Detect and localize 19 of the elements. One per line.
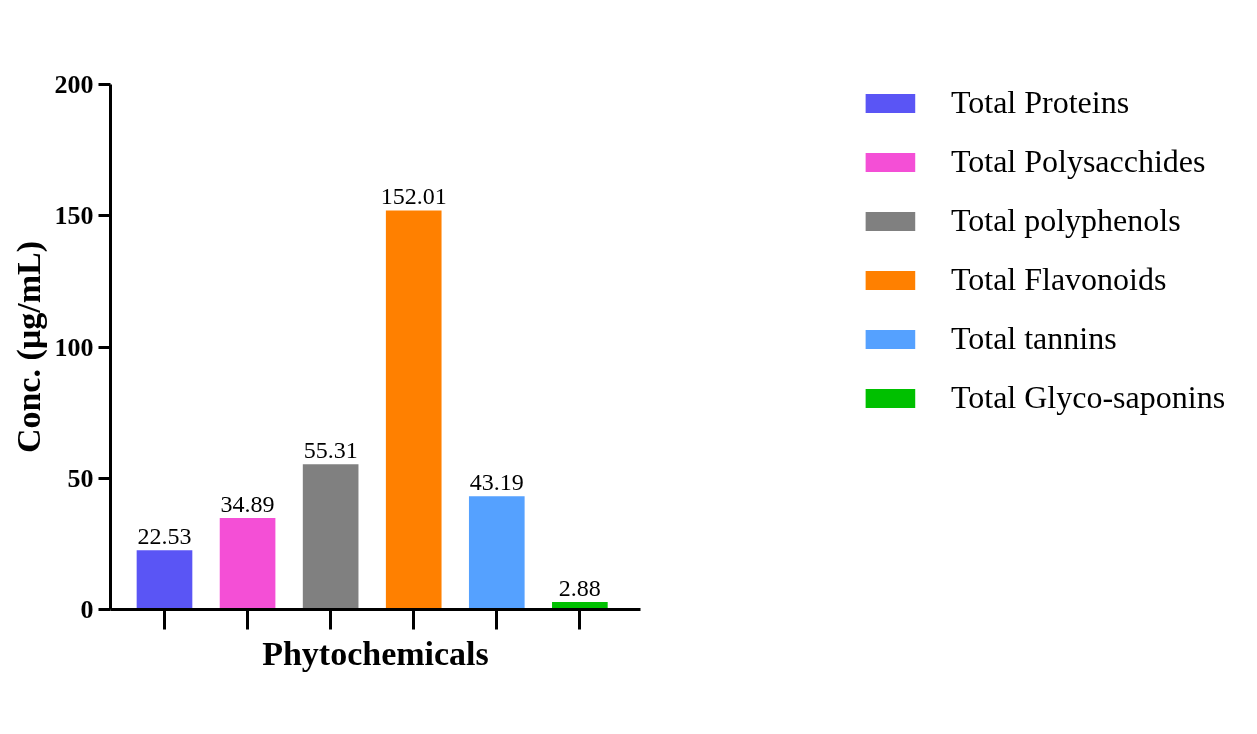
legend-label: Total polyphenols	[950, 202, 1181, 239]
data-label: 22.53	[137, 523, 192, 550]
legend-label: Total Polysacchides	[950, 143, 1206, 180]
legend-label: Total Flavonoids	[950, 261, 1167, 298]
data-label: 55.31	[303, 437, 358, 464]
data-label: 2.88	[558, 574, 601, 601]
legend-label: Total Proteins	[950, 84, 1130, 121]
y-tick-label: 50	[67, 463, 94, 493]
y-axis-title: Conc. (µg/mL)	[9, 240, 48, 454]
y-tick-label: 150	[54, 201, 94, 231]
y-tick-label: 200	[54, 70, 94, 99]
data-label: 34.89	[220, 490, 275, 517]
data-label: 43.19	[469, 469, 524, 496]
y-tick-label: 0	[80, 595, 94, 624]
legend-label: Total tannins	[950, 320, 1117, 357]
legend-label: Total Glyco-saponins	[950, 379, 1226, 416]
x-axis-title: Phytochemicals	[262, 634, 489, 672]
data-label: 152.01	[380, 183, 447, 210]
y-tick-label: 100	[54, 332, 94, 362]
